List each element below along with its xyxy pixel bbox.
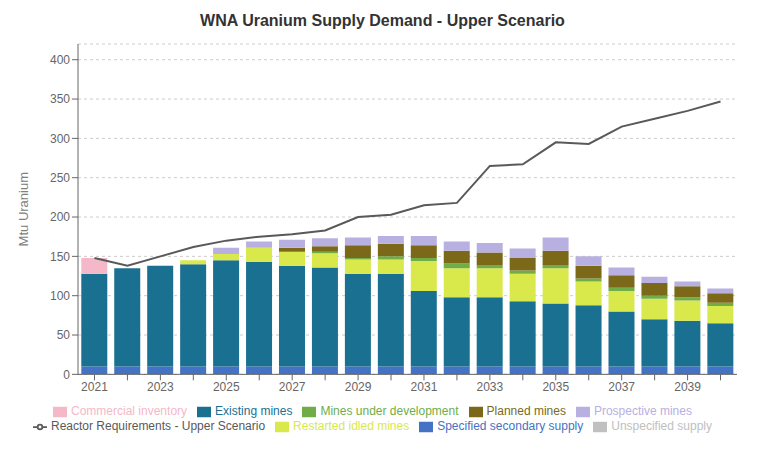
svg-text:50: 50 xyxy=(57,328,71,342)
svg-text:150: 150 xyxy=(50,250,70,264)
svg-text:2027: 2027 xyxy=(279,380,306,394)
svg-text:Mtu Uranium: Mtu Uranium xyxy=(16,172,31,246)
svg-text:2035: 2035 xyxy=(542,380,569,394)
svg-text:2031: 2031 xyxy=(411,380,438,394)
svg-text:2025: 2025 xyxy=(213,380,240,394)
svg-text:2021: 2021 xyxy=(81,380,108,394)
svg-text:2023: 2023 xyxy=(147,380,174,394)
html-text:WNA Uranium Supply Demand - Up: WNA Uranium Supply Demand - Upper Scenar… xyxy=(200,12,565,29)
html-text:Prospective mines: Prospective mines xyxy=(593,404,692,419)
svg-text:100: 100 xyxy=(50,289,70,303)
html-text:Existing mines: Existing mines xyxy=(215,404,293,419)
svg-text:400: 400 xyxy=(50,53,70,67)
svg-text:0: 0 xyxy=(63,368,70,382)
html-text:Reactor Requirements - Upper S: Reactor Requirements - Upper Scenario xyxy=(51,419,266,434)
html-text:Restarted idled mines: Restarted idled mines xyxy=(293,419,410,434)
svg-text:2033: 2033 xyxy=(477,380,504,394)
svg-text:2029: 2029 xyxy=(345,380,372,394)
svg-text:2039: 2039 xyxy=(674,380,701,394)
svg-text:300: 300 xyxy=(50,132,70,146)
html-text:Planned mines: Planned mines xyxy=(486,404,566,419)
html-text:Unspecified supply: Unspecified supply xyxy=(611,419,712,434)
svg-text:200: 200 xyxy=(50,210,70,224)
svg-text:2037: 2037 xyxy=(608,380,635,394)
html-text:Commercial inventory: Commercial inventory xyxy=(71,404,188,419)
svg-text:350: 350 xyxy=(50,92,70,106)
html-text:Mines under development: Mines under development xyxy=(320,404,459,419)
html-text:Specified secondary supply: Specified secondary supply xyxy=(437,419,584,434)
svg-text:250: 250 xyxy=(50,171,70,185)
